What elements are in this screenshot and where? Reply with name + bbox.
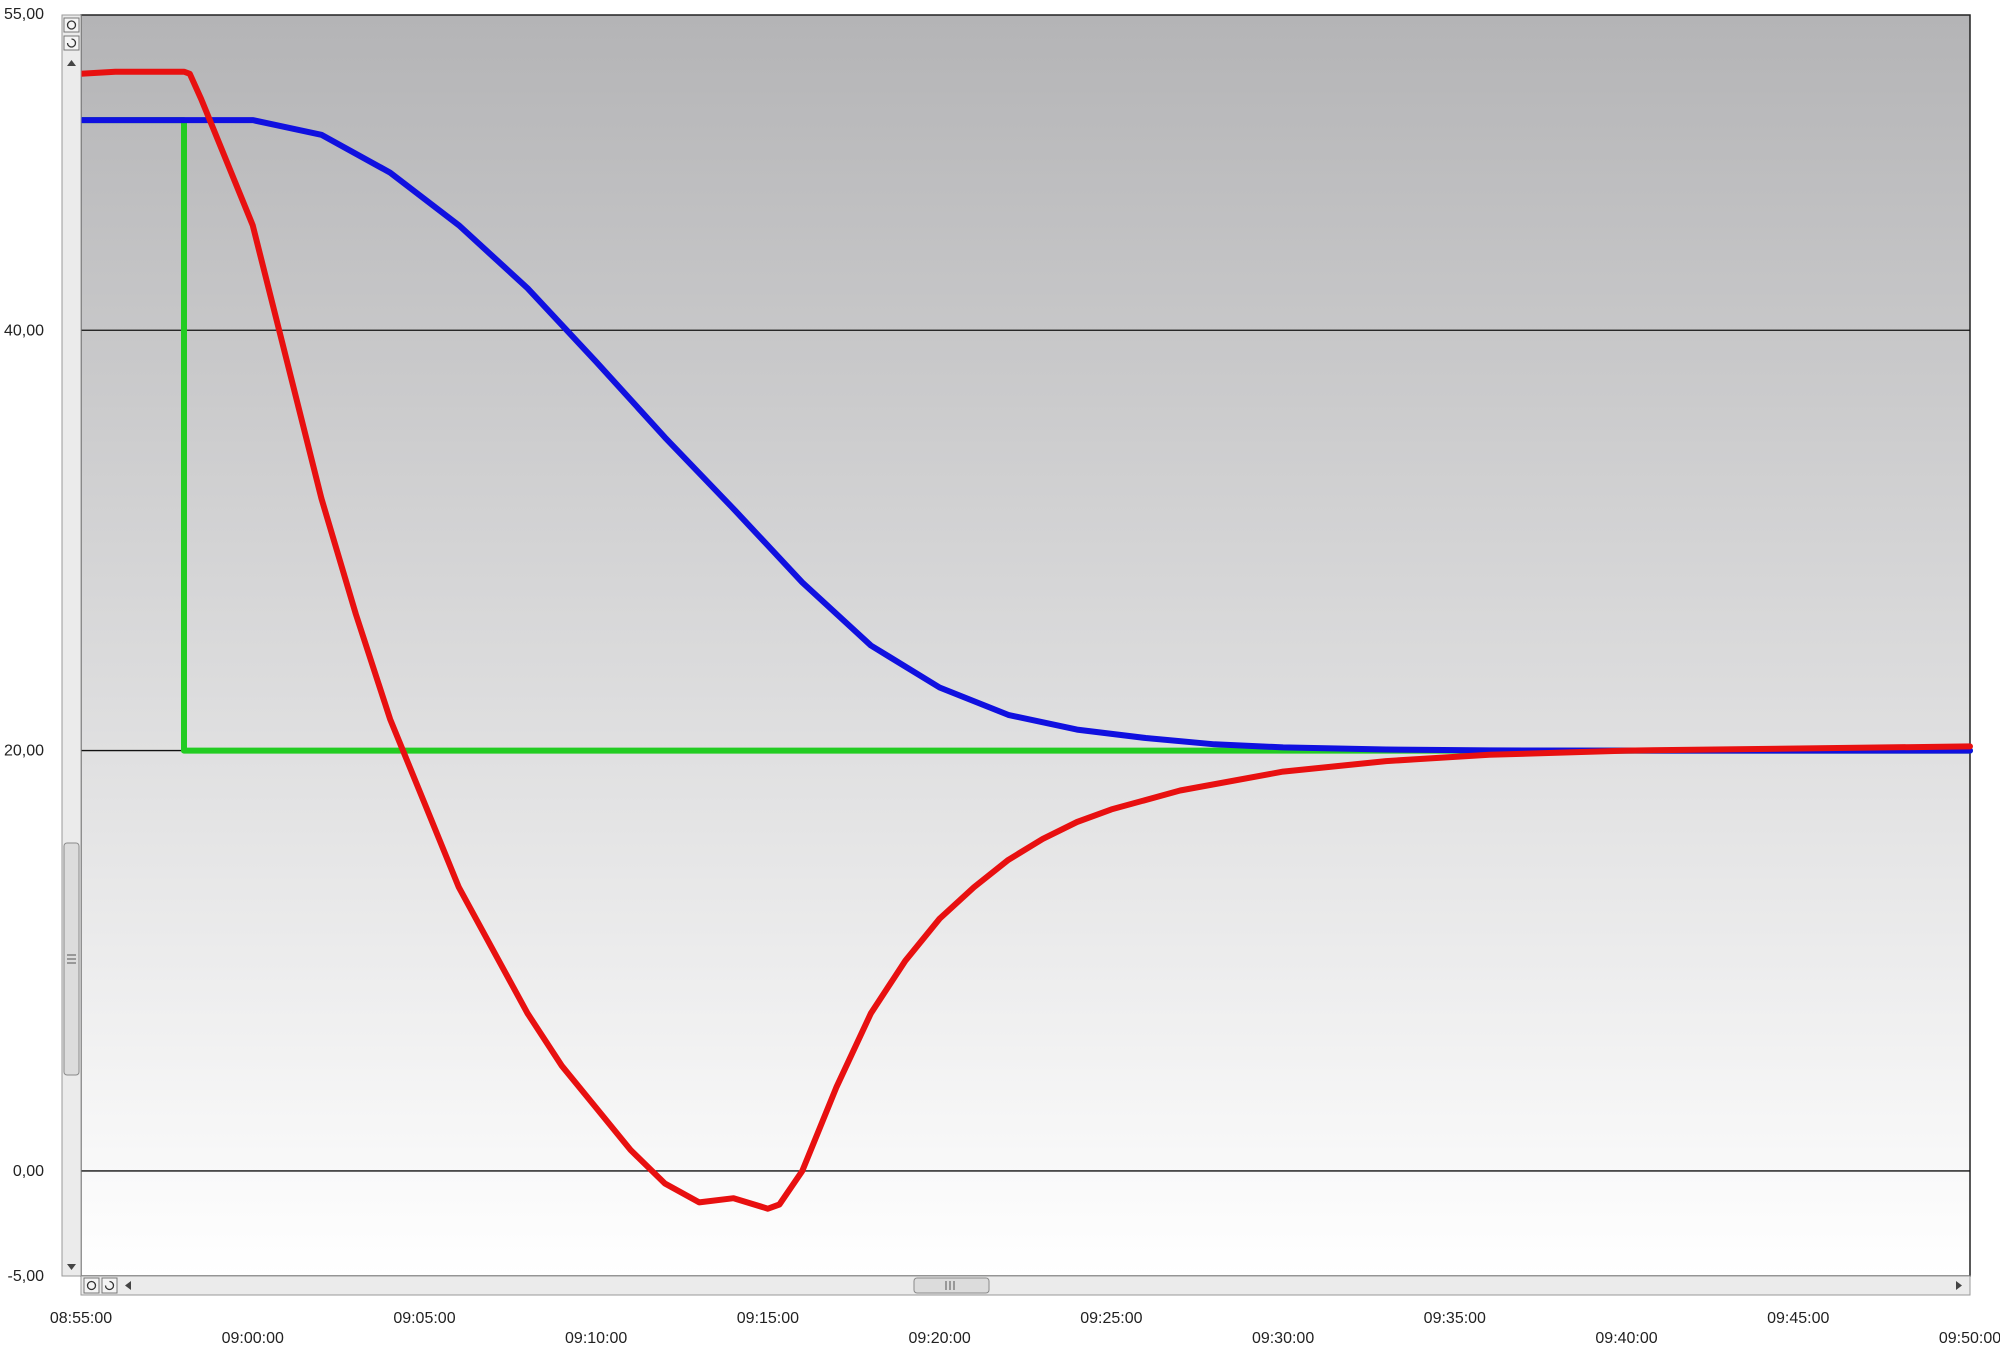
tick-labels: 55,00 40,00 20,00 0,00 -5,00 08:55:00 09:00:00… bbox=[4, 6, 2000, 1347]
y-tick-label: 40,00 bbox=[4, 322, 44, 339]
series-lines bbox=[78, 68, 1973, 1212]
y-tick-label: 0,00 bbox=[13, 1163, 44, 1180]
x-tick-label: 09:40:00 bbox=[1595, 1330, 1657, 1346]
series-line-1 bbox=[78, 68, 1973, 1212]
y-tick-label: -5,00 bbox=[8, 1268, 45, 1285]
plot-area bbox=[80, 14, 1971, 1277]
series-line-2 bbox=[78, 117, 1973, 754]
x-tick-label: 09:25:00 bbox=[1080, 1310, 1142, 1327]
x-tick-label: 09:05:00 bbox=[393, 1310, 455, 1327]
scrollbar-grip-icon bbox=[67, 954, 76, 964]
zoom-reset-icon[interactable] bbox=[63, 17, 80, 33]
x-tick-label: 09:35:00 bbox=[1424, 1310, 1486, 1327]
x-tick-label: 09:30:00 bbox=[1252, 1330, 1314, 1346]
x-tick-label: 09:20:00 bbox=[908, 1330, 970, 1346]
y-tick-label: 55,00 bbox=[4, 6, 44, 23]
y-tick-label: 20,00 bbox=[4, 743, 44, 760]
h-scrollbar-grip-icon bbox=[945, 1281, 955, 1290]
refresh-icon[interactable] bbox=[63, 35, 80, 51]
scroll-right-icon[interactable] bbox=[1956, 1281, 1962, 1290]
x-tick-label: 09:45:00 bbox=[1767, 1310, 1829, 1327]
x-tick-label: 09:50:00 bbox=[1939, 1330, 2000, 1346]
x-axis-strip bbox=[80, 1275, 1971, 1296]
x-tick-label: 09:00:00 bbox=[222, 1330, 284, 1346]
x-tick-label: 09:10:00 bbox=[565, 1330, 627, 1346]
scroll-down-icon[interactable] bbox=[67, 1264, 76, 1270]
y-axis-strip bbox=[61, 14, 82, 1277]
x-tick-label: 08:55:00 bbox=[50, 1310, 112, 1327]
x-refresh-icon[interactable] bbox=[101, 1277, 118, 1294]
horizontal-scrollbar-thumb[interactable] bbox=[913, 1277, 990, 1294]
x-zoom-reset-icon[interactable] bbox=[83, 1277, 100, 1294]
x-tick-label: 09:15:00 bbox=[737, 1310, 799, 1327]
scroll-up-icon[interactable] bbox=[67, 60, 76, 66]
scroll-left-icon[interactable] bbox=[125, 1281, 131, 1290]
